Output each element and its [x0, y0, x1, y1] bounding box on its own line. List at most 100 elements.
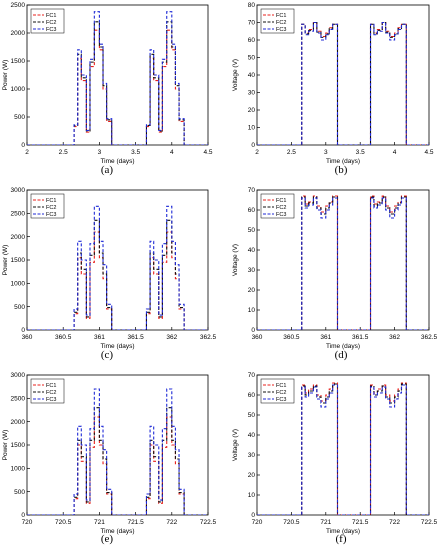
y-axis-label-e: Power (W) [2, 430, 9, 461]
x-tick-label-a-0: 2 [25, 149, 29, 156]
series-line-e-fc3 [27, 388, 208, 515]
x-tick-label-c-3: 361.5 [127, 334, 144, 341]
y-tick-label-a-3: 1500 [11, 58, 26, 65]
y-tick-label-c-0: 0 [21, 327, 25, 334]
x-tick-label-d-5: 362.5 [421, 334, 438, 341]
series-line-a-fc3 [27, 11, 208, 145]
x-tick-label-b-0: 2 [255, 149, 259, 156]
y-tick-label-b-8: 80 [248, 2, 256, 9]
series-line-c-fc3 [27, 205, 208, 330]
legend-label-d-fc3: FC3 [276, 212, 286, 218]
y-tick-label-d-1: 10 [248, 307, 256, 314]
series-line-a-fc2 [27, 21, 208, 145]
x-axis-label-a: Time (days) [100, 158, 134, 165]
chart-d: 360 360.5 361 361.5 362 362.5 0 10 20 30 40 50 60 70 T… [232, 187, 438, 350]
y-tick-label-a-2: 1000 [11, 86, 26, 93]
y-tick-label-d-5: 50 [248, 227, 256, 234]
y-tick-label-d-4: 40 [248, 247, 256, 254]
x-tick-label-a-3: 3.5 [131, 149, 140, 156]
legend-label-a-fc2: FC2 [46, 20, 56, 26]
y-tick-label-b-1: 10 [248, 125, 256, 132]
x-tick-label-d-0: 360 [252, 334, 263, 341]
x-tick-label-b-4: 4 [393, 149, 397, 156]
x-tick-label-f-2: 721 [320, 519, 331, 526]
x-tick-label-f-1: 720.5 [283, 519, 300, 526]
y-axis-label-b: Voltage (V) [232, 59, 239, 91]
y-tick-label-c-3: 1500 [11, 257, 26, 264]
x-tick-label-e-3: 721.5 [127, 519, 144, 526]
panel-label-a: (a) [100, 164, 114, 176]
y-tick-label-d-7: 70 [248, 187, 256, 194]
chart-e: 720 720.5 721 721.5 722 722.5 0 500 1000 1500 2000… [2, 372, 217, 535]
y-tick-label-a-5: 2500 [11, 2, 26, 9]
series-line-b-fc1 [257, 21, 429, 145]
y-tick-label-d-2: 20 [248, 287, 256, 294]
panel-label-d: (d) [334, 349, 348, 361]
y-axis-label-f: Voltage (V) [232, 429, 239, 461]
legend-label-d-fc1: FC1 [276, 198, 286, 204]
x-tick-label-e-0: 720 [22, 519, 33, 526]
y-tick-label-f-3: 30 [248, 452, 256, 459]
x-tick-label-f-0: 720 [252, 519, 263, 526]
y-tick-label-a-1: 500 [14, 114, 25, 121]
x-tick-label-d-2: 361 [320, 334, 331, 341]
y-tick-label-b-6: 60 [248, 37, 256, 44]
y-tick-label-e-2: 1000 [11, 466, 26, 473]
legend-box-d [260, 193, 295, 219]
y-tick-label-e-6: 3000 [11, 372, 26, 379]
x-tick-label-a-5: 4.5 [203, 149, 212, 156]
legend-label-b-fc2: FC2 [276, 20, 286, 26]
chart-c: 360 360.5 361 361.5 362 362.5 0 500 1000 1500 2000… [2, 187, 217, 350]
y-tick-label-f-0: 0 [251, 512, 255, 519]
x-tick-label-f-4: 722 [389, 519, 400, 526]
series-line-a-fc1 [27, 29, 208, 145]
y-tick-label-b-7: 70 [248, 20, 256, 27]
x-tick-label-d-1: 360.5 [283, 334, 300, 341]
series-line-d-fc2 [257, 196, 429, 330]
series-line-d-fc3 [257, 197, 429, 330]
series-line-c-fc2 [27, 219, 208, 330]
y-tick-label-e-0: 0 [21, 512, 25, 519]
legend-label-c-fc1: FC1 [46, 198, 56, 204]
x-tick-label-e-1: 720.5 [55, 519, 72, 526]
x-axis-label-b: Time (days) [326, 158, 360, 165]
y-tick-label-e-4: 2000 [11, 419, 26, 426]
y-tick-label-b-4: 40 [248, 72, 256, 79]
panel-label-e: (e) [100, 533, 114, 545]
legend-label-c-fc3: FC3 [46, 212, 56, 218]
x-tick-label-b-3: 3.5 [356, 149, 365, 156]
legend-label-f-fc2: FC2 [276, 390, 286, 396]
legend-label-a-fc1: FC1 [46, 13, 56, 19]
legend-label-c-fc2: FC2 [46, 205, 56, 211]
y-tick-label-c-1: 500 [14, 304, 25, 311]
legend-label-b-fc3: FC3 [276, 27, 286, 33]
legend-label-e-fc3: FC3 [46, 397, 56, 403]
series-line-f-fc3 [257, 384, 429, 515]
x-tick-label-c-4: 362 [166, 334, 177, 341]
x-tick-label-c-1: 360.5 [55, 334, 72, 341]
y-tick-label-d-0: 0 [251, 327, 255, 334]
legend-label-a-fc3: FC3 [46, 27, 56, 33]
series-line-d-fc1 [257, 195, 429, 330]
x-tick-label-e-4: 722 [166, 519, 177, 526]
x-axis-label-c: Time (days) [100, 343, 134, 350]
legend-label-e-fc1: FC1 [46, 383, 56, 389]
x-tick-label-f-5: 722.5 [421, 519, 438, 526]
y-tick-label-b-3: 30 [248, 90, 256, 97]
series-line-e-fc1 [27, 416, 208, 515]
y-tick-label-b-5: 50 [248, 55, 256, 62]
legend-label-b-fc1: FC1 [276, 13, 286, 19]
series-line-e-fc2 [27, 407, 208, 515]
y-tick-label-a-4: 2000 [11, 30, 26, 37]
y-tick-label-f-7: 70 [248, 372, 256, 379]
y-axis-label-c: Power (W) [2, 245, 9, 276]
x-tick-label-c-0: 360 [22, 334, 33, 341]
legend-label-d-fc2: FC2 [276, 205, 286, 211]
x-axis-label-d: Time (days) [326, 343, 360, 350]
x-tick-label-b-2: 3 [324, 149, 328, 156]
y-tick-label-e-5: 2500 [11, 396, 26, 403]
x-tick-label-f-3: 721.5 [352, 519, 369, 526]
x-tick-label-c-2: 361 [94, 334, 105, 341]
